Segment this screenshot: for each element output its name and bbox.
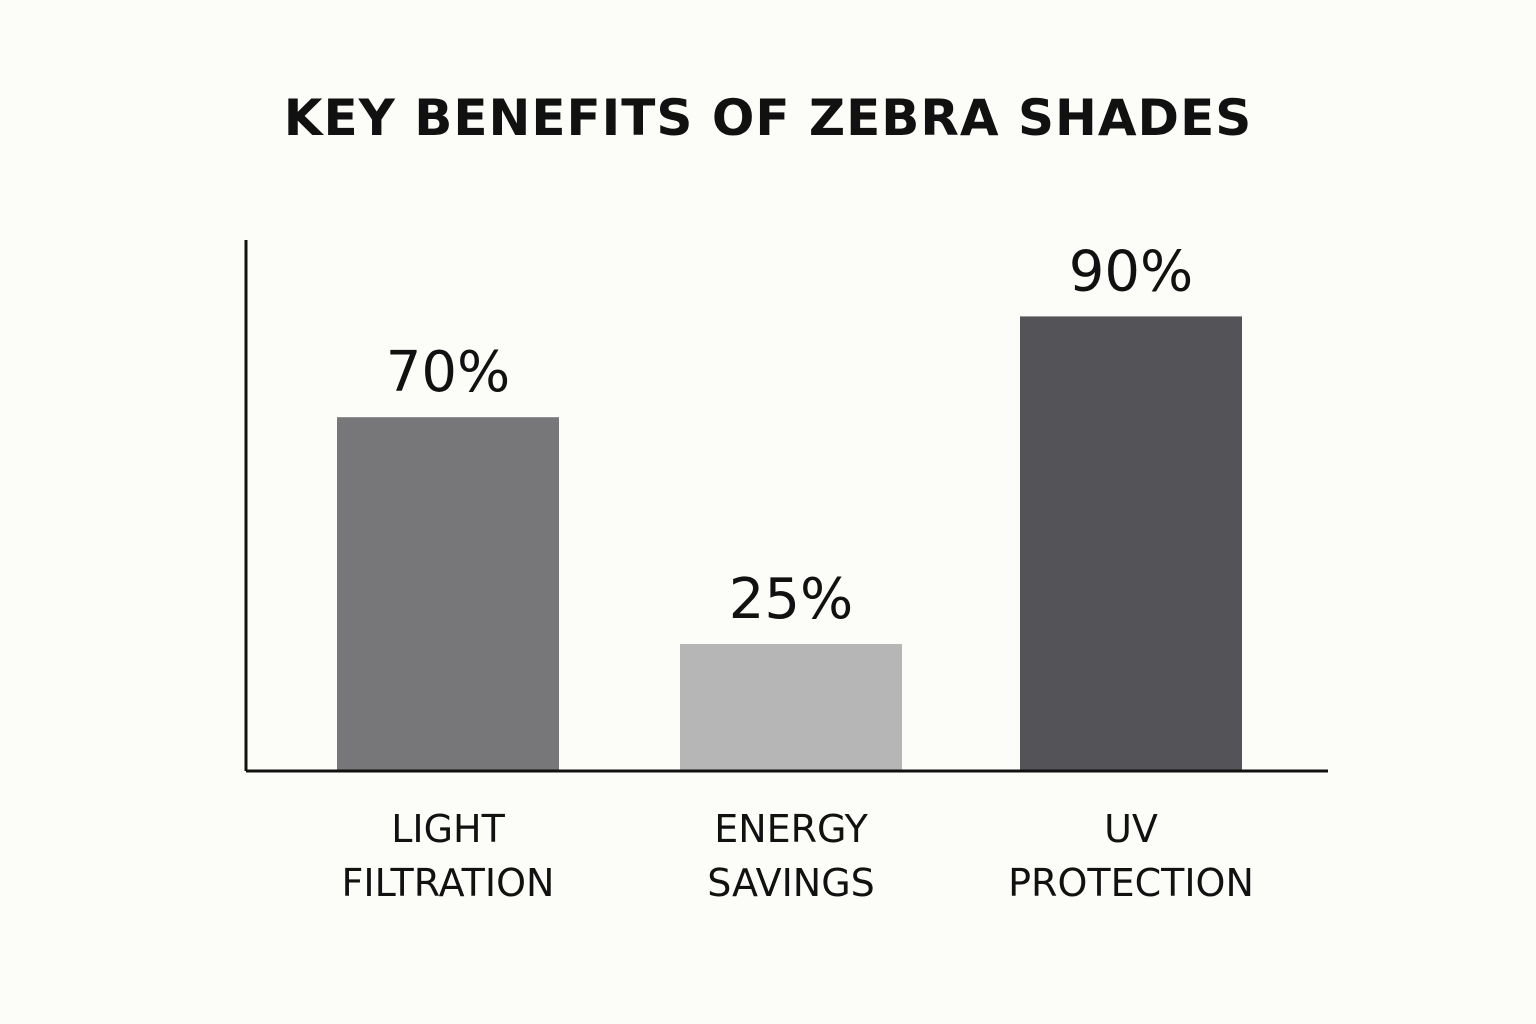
category-label-0-line-0: LIGHT <box>391 807 505 851</box>
category-label-1-line-0: ENERGY <box>714 807 868 851</box>
value-label-1: 25% <box>729 567 853 632</box>
category-label-2-line-1: PROTECTION <box>1008 861 1254 905</box>
category-label-2-line-0: UV <box>1104 807 1158 851</box>
value-label-0: 70% <box>386 340 510 405</box>
category-label-1-line-1: SAVINGS <box>707 861 875 905</box>
value-label-2: 90% <box>1069 239 1193 304</box>
bar-1 <box>680 644 902 770</box>
bar-0 <box>337 417 559 770</box>
bar-2 <box>1020 316 1242 770</box>
category-label-0-line-1: FILTRATION <box>342 861 555 905</box>
labels-layer: 70% LIGHT FILTRATION 25% ENERGY SAVINGS 90% UV P… <box>342 239 1254 905</box>
chart-title: KEY BENEFITS OF ZEBRA SHADES <box>283 89 1253 147</box>
bars-layer <box>337 316 1242 770</box>
